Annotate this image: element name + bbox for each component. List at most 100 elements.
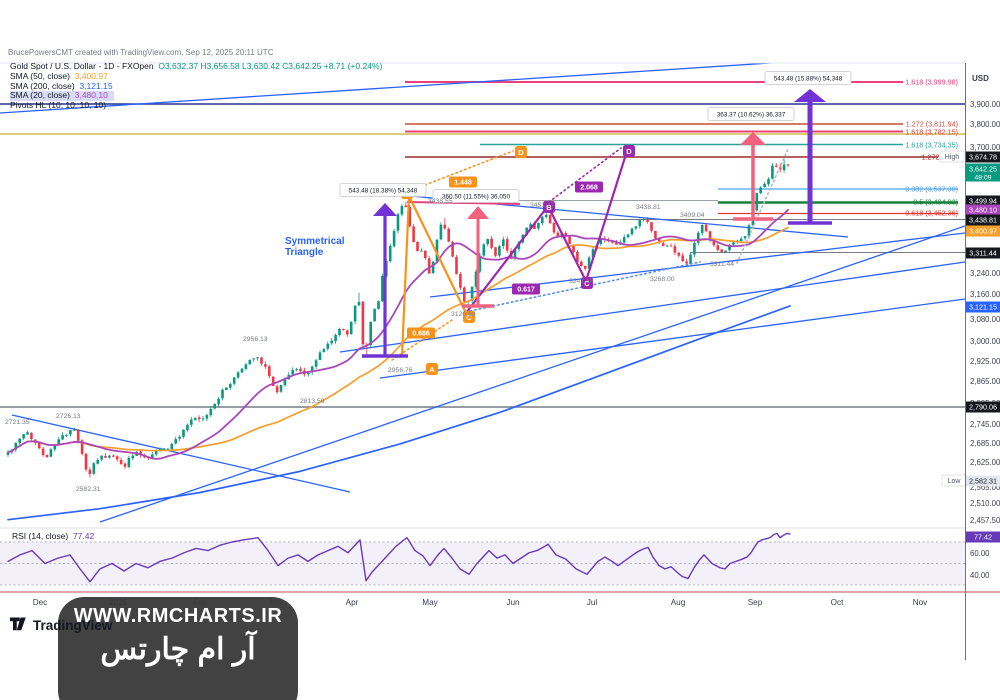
- rsi-line: [7, 532, 791, 583]
- axis-price-badge: [966, 401, 1000, 413]
- axis-price-badge: [966, 195, 1000, 207]
- horizontal-level-lines: [0, 81, 965, 408]
- pivots-label: Pivots HL (10, 10, 10, 10): [10, 100, 107, 111]
- svg-text:3311.44: 3311.44: [710, 261, 734, 268]
- svg-text:3451.17: 3451.17: [530, 202, 555, 209]
- svg-text:2582.31: 2582.31: [76, 486, 101, 493]
- svg-text:3247.34: 3247.34: [569, 278, 594, 285]
- svg-text:Low: Low: [948, 478, 962, 485]
- rmcharts-watermark: WWW.RMCHARTS.IR آر ام چارتس: [58, 597, 298, 700]
- svg-text:3,700.00: 3,700.00: [970, 143, 1000, 152]
- axis-price-badge: [966, 301, 1000, 313]
- svg-text:3,240.00: 3,240.00: [970, 269, 1000, 278]
- svg-text:2,565.00: 2,565.00: [970, 483, 1000, 492]
- svg-text:543.48 (15.88%) 54,348: 543.48 (15.88%) 54,348: [774, 75, 843, 82]
- svg-text:2,457.50: 2,457.50: [970, 516, 1000, 525]
- legend-pivots-row[interactable]: Pivots HL (10, 10, 10, 10): [10, 100, 382, 111]
- svg-text:60.00: 60.00: [970, 549, 990, 558]
- svg-text:Jun: Jun: [506, 598, 520, 607]
- svg-text:Nov: Nov: [913, 598, 928, 607]
- tradingview-logo-icon: [10, 617, 26, 631]
- svg-text:3,900.00: 3,900.00: [970, 100, 1000, 109]
- sma20-label: SMA (20, close): [10, 90, 70, 101]
- fib-level-labels: 1.618 (3,999.98)1.272 (3,811.94)1.618 (3…: [905, 78, 958, 218]
- svg-text:USD: USD: [972, 74, 989, 83]
- price-axis[interactable]: USD 3,900.00 3,800.00 3,700.00 3,240.00 3,160…: [965, 63, 1000, 660]
- rsi-label: RSI (14, close): [12, 531, 69, 541]
- symmetrical-triangle-annotation: Symmetrical Triangle: [285, 236, 345, 258]
- svg-text:C: C: [584, 279, 590, 288]
- svg-text:1.618 (3,999.98): 1.618 (3,999.98): [905, 78, 958, 87]
- svg-text:B: B: [546, 203, 552, 212]
- legend-sma20-row-selected[interactable]: SMA (20, close) 3,480.10: [10, 90, 114, 102]
- candlestick-series: [6, 157, 790, 478]
- svg-text:2726.13: 2726.13: [56, 413, 81, 420]
- rsi-value: 77.42: [72, 531, 95, 541]
- axis-price-badge: [966, 531, 1000, 543]
- svg-text:3,480.10: 3,480.10: [969, 206, 997, 215]
- svg-text:3,080.00: 3,080.00: [970, 315, 1000, 324]
- svg-text:C: C: [466, 313, 472, 322]
- svg-text:3409.04: 3409.04: [680, 212, 705, 219]
- pivot-price-labels: 3438.55 3438.81 3409.04 3311.44 3268.00 2956.…: [5, 198, 734, 493]
- svg-text:2,685.00: 2,685.00: [970, 439, 1000, 448]
- pane-separators: [0, 62, 965, 529]
- svg-text:D: D: [626, 147, 632, 156]
- sma50-value: 3,400.97: [74, 70, 108, 81]
- rsi-pane[interactable]: [0, 532, 965, 586]
- sma-200-line: [7, 305, 791, 521]
- svg-text:40.00: 40.00: [970, 571, 990, 580]
- svg-text:1.618 (3,782.15): 1.618 (3,782.15): [905, 128, 958, 137]
- svg-text:2,745.00: 2,745.00: [970, 420, 1000, 429]
- svg-text:48:09: 48:09: [974, 175, 991, 182]
- svg-text:2813.59: 2813.59: [300, 398, 325, 405]
- svg-text:3,121.15: 3,121.15: [969, 303, 997, 312]
- svg-text:3,000.00: 3,000.00: [970, 337, 1000, 346]
- sma-20-line: [7, 209, 789, 460]
- svg-text:77.42: 77.42: [974, 533, 992, 542]
- trendlines: [0, 63, 965, 523]
- sma200-label: SMA (200, close): [10, 80, 75, 91]
- rsi-legend[interactable]: RSI (14, close) 77.42: [12, 531, 94, 541]
- svg-text:2956.13: 2956.13: [243, 336, 268, 343]
- svg-text:3438.81: 3438.81: [636, 204, 661, 211]
- watermark-url: WWW.RMCHARTS.IR: [73, 605, 283, 627]
- projection-arrows[interactable]: [362, 89, 832, 358]
- svg-text:3120.63: 3120.63: [451, 311, 476, 318]
- svg-text:2721.35: 2721.35: [5, 419, 30, 426]
- harmonic-pattern-lines[interactable]: [400, 150, 629, 357]
- svg-text:0.618 (3,452.36): 0.618 (3,452.36): [905, 209, 958, 218]
- svg-text:0.5 (3,494.83): 0.5 (3,494.83): [913, 198, 958, 207]
- svg-text:3,674.78: 3,674.78: [969, 153, 997, 162]
- legend-symbol-row[interactable]: Gold Spot / U.S. Dollar - 1D - FXOpen O3…: [10, 61, 382, 72]
- sma20-value: 3,480.10: [74, 90, 108, 101]
- svg-text:Oct: Oct: [831, 598, 844, 607]
- axis-price-badge: [966, 475, 1000, 487]
- price-pane[interactable]: [0, 57, 965, 523]
- svg-text:D: D: [518, 148, 524, 157]
- svg-text:0.382 (3,537.30): 0.382 (3,537.30): [905, 185, 958, 194]
- tradingview-logo: TradingView: [10, 617, 112, 633]
- svg-text:Dec: Dec: [33, 598, 48, 607]
- legend-sma200-row[interactable]: SMA (200, close) 3,121.15: [10, 80, 382, 92]
- axis-price-badge: [966, 163, 1000, 182]
- svg-text:3,160.00: 3,160.00: [970, 290, 1000, 299]
- measurement-labels: 543.48 (18.38%) 54,348 360.50 (11.55%) 36…: [339, 71, 852, 203]
- legend-sma50-row[interactable]: SMA (50, close) 3,400.97: [10, 70, 382, 82]
- svg-text:2,925.00: 2,925.00: [970, 357, 1000, 366]
- svg-text:1.618 (3,734.35): 1.618 (3,734.35): [905, 141, 958, 150]
- svg-text:1.272 (3,811.94): 1.272 (3,811.94): [906, 120, 958, 129]
- svg-text:3,400.97: 3,400.97: [969, 227, 997, 236]
- axis-price-badge: [966, 247, 1000, 259]
- sma-50-line: [7, 226, 789, 454]
- svg-text:3,800.00: 3,800.00: [970, 120, 1000, 129]
- svg-text:Aug: Aug: [671, 598, 686, 607]
- svg-text:0.686: 0.686: [412, 331, 430, 338]
- svg-text:3,499.94: 3,499.94: [969, 197, 997, 206]
- svg-text:2,865.00: 2,865.00: [970, 377, 1000, 386]
- axis-price-badge: [966, 151, 1000, 163]
- svg-text:3268.00: 3268.00: [650, 276, 675, 283]
- axis-price-badge: [966, 225, 1000, 237]
